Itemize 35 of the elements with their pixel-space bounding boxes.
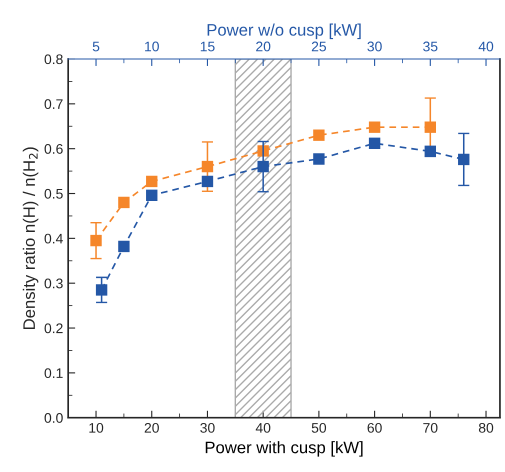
point [90,234,102,246]
x-tick-label: 70 [423,422,438,433]
y-tick-label: 0.2 [44,323,63,334]
x-tick-label: 40 [256,422,270,433]
y-tick-label: 0.6 [44,144,63,154]
point [118,196,130,208]
x-tick-label: 50 [312,422,326,433]
point [424,121,436,133]
y-tick-label: 0.4 [44,234,63,244]
y-tick-label: 0.0 [44,413,63,423]
x2-tick-label: 5 [92,42,100,52]
x2-tick-label: 15 [200,42,215,52]
point [202,160,214,172]
x2-tick-label: 20 [256,42,270,52]
x2-tick-label: 35 [423,42,438,52]
x2-tick-label: 40 [478,42,494,52]
y-tick-label: 0.1 [44,368,63,378]
y-axis-title: Density ratio n(H) / n(H$_{2}$) [22,147,38,329]
x2-axis-title: Power w/o cusp [kW] [208,24,361,40]
y-tick-label: 0.8 [44,54,63,64]
x2-tick-label: 10 [145,42,159,52]
point [313,130,325,141]
x-tick-label: 60 [368,422,382,433]
y-tick-label: 0.5 [44,188,63,199]
x-tick-label: 30 [200,422,215,433]
x2-tick-label: 30 [367,42,382,52]
x-axis-title: Power with cusp [kW] [206,441,363,457]
point [368,121,380,133]
y-tick-label: 0.3 [44,278,63,288]
x-tick-label: 10 [89,422,104,433]
x-tick-label: 80 [478,422,494,433]
point [146,176,158,188]
x2-tick-label: 25 [312,42,326,52]
y-tick-label: 0.7 [44,99,63,110]
x-tick-label: 20 [144,422,159,433]
